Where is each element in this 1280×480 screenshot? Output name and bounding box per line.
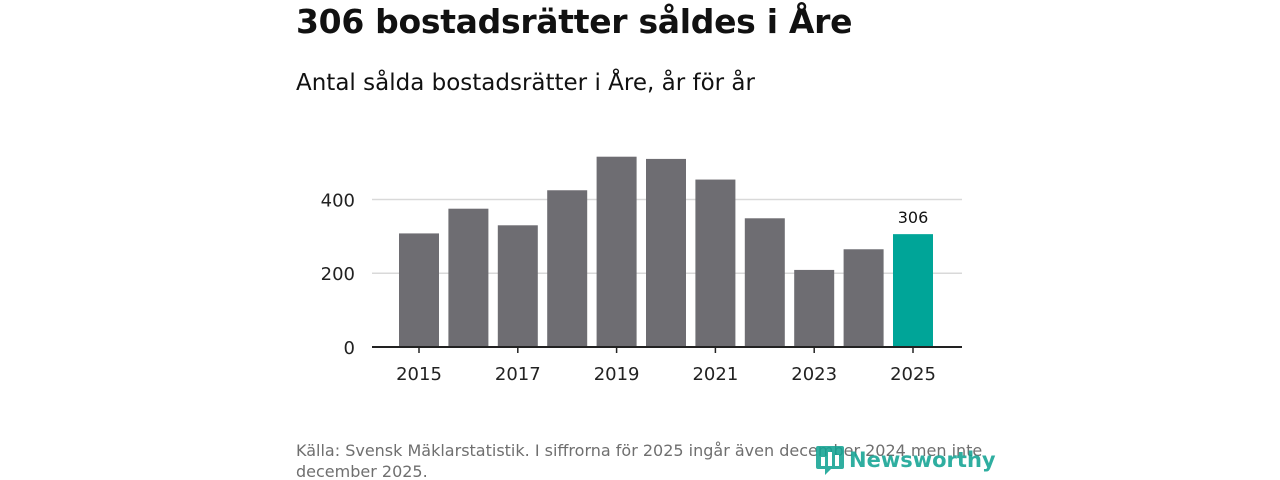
x-tick-label-2015: 2015 [396, 364, 442, 385]
annotations: 306 [898, 208, 929, 227]
bar-2024 [843, 249, 884, 347]
chart-subtitle: Antal sålda bostadsrätter i Åre, år för … [296, 70, 755, 96]
bar-chart-logo-icon [816, 446, 844, 475]
bar-2025 [893, 234, 933, 347]
x-axis-ticks [418, 347, 914, 353]
x-tick-label-2025: 2025 [890, 364, 936, 385]
x-tick-label-2023: 2023 [791, 364, 837, 385]
y-tick-label-400: 400 [321, 190, 355, 211]
source-note: Källa: Svensk Mäklarstatistik. I siffror… [296, 441, 983, 480]
y-tick-label-0: 0 [344, 338, 355, 359]
chart-title: 306 bostadsrätter såldes i Åre [296, 2, 853, 41]
bar-2015 [399, 233, 439, 347]
bar-chart: 0 200 400 2015 2017 2019 2021 2023 2025 306 [321, 156, 962, 385]
brand-name: Newsworthy [849, 448, 996, 472]
bar-2021 [695, 179, 736, 347]
x-tick-label-2019: 2019 [594, 364, 640, 385]
bar-2016 [448, 208, 489, 347]
y-axis-labels: 0 200 400 [321, 190, 355, 359]
bar-2017 [497, 225, 538, 347]
bar-2019 [596, 156, 637, 347]
bar-2018 [547, 190, 588, 347]
y-tick-label-200: 200 [321, 264, 355, 285]
x-tick-label-2017: 2017 [495, 364, 541, 385]
highlight-value-label: 306 [898, 208, 929, 227]
bar-2022 [744, 218, 785, 347]
brand-logo: Newsworthy [815, 444, 996, 476]
x-axis-labels: 2015 2017 2019 2021 2023 2025 [396, 364, 936, 385]
bar-2020 [646, 158, 686, 347]
x-tick-label-2021: 2021 [692, 364, 738, 385]
bar-2023 [794, 269, 835, 347]
bars [399, 156, 933, 347]
